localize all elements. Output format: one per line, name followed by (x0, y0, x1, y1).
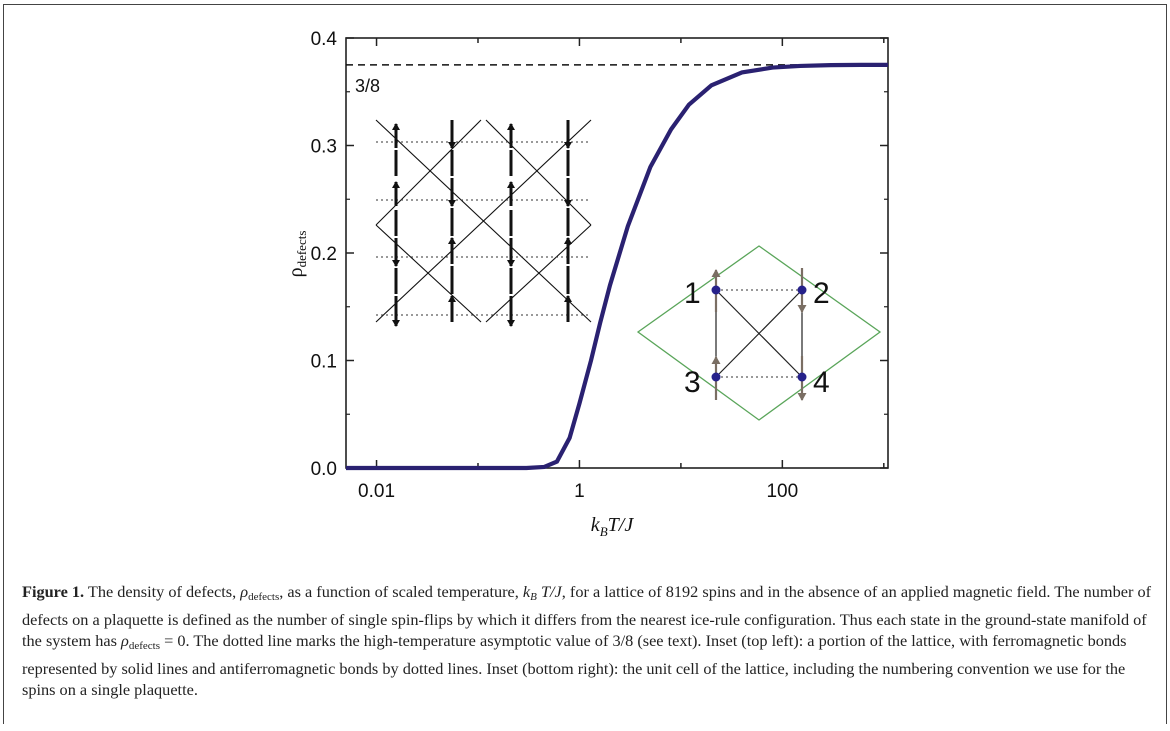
caption-rho-subscript-2: defects (128, 640, 161, 652)
y-axis-ticks: 0.0 0.1 0.2 0.3 0.4 (311, 29, 888, 480)
spin-label-4: 4 (813, 366, 830, 399)
spin-label-3: 3 (684, 366, 701, 399)
plot-frame (345, 37, 889, 469)
figure-label: Figure 1. (22, 582, 85, 601)
inset-lattice-portion (375, 119, 592, 327)
caption-kbt-rest: T/J (536, 582, 562, 601)
series-line-defect-density (346, 62, 888, 471)
caption-equals-zero: = 0 (160, 631, 186, 650)
lattice-antiferromagnetic-bonds (376, 141, 591, 316)
caption-rho-symbol: ρ (240, 582, 249, 601)
figure-frame-right (1166, 4, 1167, 724)
site-2-dot (797, 285, 807, 295)
lattice-ferromagnetic-bonds (375, 119, 592, 323)
site-1-dot (711, 285, 721, 295)
y-tick-label: 0.2 (311, 244, 337, 265)
x-tick-label: 0.01 (358, 481, 395, 502)
asymptote-label: 3/8 (355, 76, 380, 96)
figure-frame-left (3, 4, 4, 724)
x-axis-label: kBT/J (591, 514, 635, 539)
figure-caption: Figure 1. The density of defects, ρdefec… (22, 581, 1157, 701)
caption-part-1: The density of defects, (84, 582, 241, 601)
spin-label-2: 2 (813, 277, 830, 310)
lattice-spins (392, 120, 572, 327)
y-tick-label: 0.0 (311, 459, 337, 480)
spin-label-1: 1 (684, 277, 701, 310)
figure-canvas: 0.0 0.1 0.2 0.3 0.4 0.01 1 100 3/8 ρdefects kB… (285, 29, 889, 539)
inset-unit-cell: 1 2 3 4 (636, 245, 882, 421)
caption-part-3: , for a lattice of 8192 spins and in the… (22, 582, 1152, 650)
y-tick-label: 0.3 (311, 137, 337, 158)
y-axis-label: ρdefects (285, 231, 309, 278)
site-3-dot (711, 372, 721, 382)
caption-part-2: , as a function of scaled temperature, (279, 582, 523, 601)
x-tick-label: 100 (766, 481, 798, 502)
caption-kbt-subscript: B (530, 591, 537, 603)
caption-rho-subscript: defects (248, 591, 280, 603)
site-4-dot (797, 372, 807, 382)
unit-cell-ferro-bond-b (715, 289, 803, 378)
unit-cell-diamond (636, 245, 882, 421)
x-tick-label: 1 (574, 481, 585, 502)
caption-rho-symbol-2: ρ (121, 631, 129, 650)
y-tick-label: 0.1 (311, 352, 337, 373)
caption-kbt-k: k (522, 582, 531, 601)
x-axis-ticks: 0.01 1 100 (358, 38, 885, 502)
figure-frame-top (3, 4, 1167, 5)
caption-part-4: . The dotted line marks the high-tempera… (22, 631, 1127, 699)
y-tick-label: 0.4 (311, 29, 338, 50)
